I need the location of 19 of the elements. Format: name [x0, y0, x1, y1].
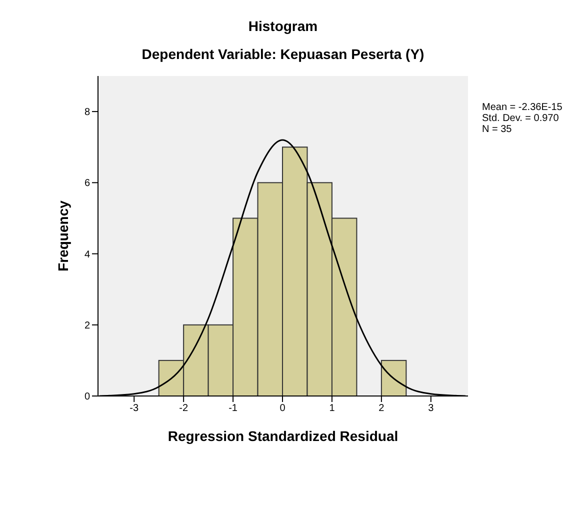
text: N = 35: [482, 124, 513, 135]
x-tick-label: 1: [329, 403, 336, 414]
x-tick-label: -3: [130, 403, 139, 414]
x-tick-label: 3: [428, 403, 434, 414]
x-axis-title: Regression Standardized Residual: [168, 428, 398, 444]
text: Std. Dev. = 0.970: [482, 113, 560, 124]
x-tick-label: -1: [228, 403, 238, 414]
y-axis-title: Frequency: [54, 200, 71, 272]
chart-subtitle: Dependent Variable: Kepuasan Peserta (Y): [140, 45, 426, 64]
chart-title: Histogram: [247, 17, 319, 34]
text: Mean = -2.36E-15: [482, 102, 562, 113]
y-tick-label: 0: [84, 392, 90, 403]
y-tick-label: 4: [84, 249, 90, 260]
x-tick-label: -2: [179, 403, 188, 414]
y-tick-label: 2: [84, 320, 90, 332]
y-tick-label: 8: [84, 107, 90, 118]
x-tick-label: 0: [280, 403, 286, 414]
y-tick-label: 6: [84, 178, 90, 190]
x-tick-label: 2: [378, 403, 385, 414]
